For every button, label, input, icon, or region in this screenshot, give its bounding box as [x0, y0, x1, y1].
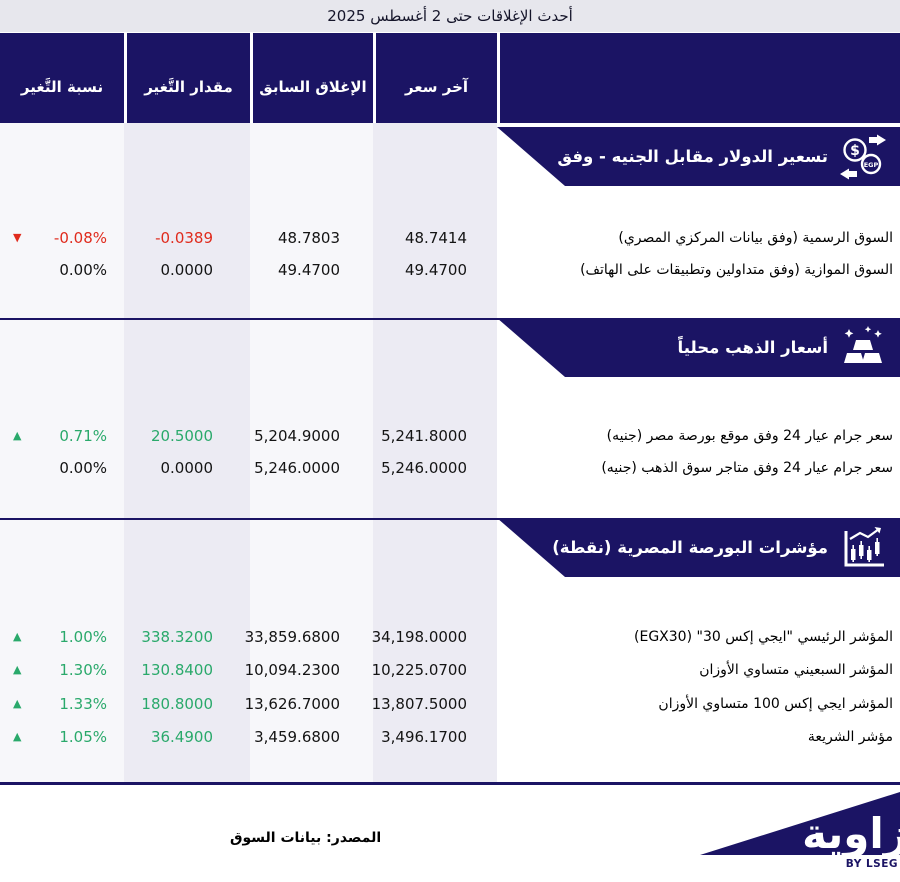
prev-close-value: 5,204.9000 — [254, 427, 340, 445]
up-triangle-icon: ▲ — [13, 429, 22, 442]
change-amount-value: 0.0000 — [160, 261, 214, 279]
last-price-value: 13,807.5000 — [371, 695, 467, 713]
column-strip-last-price — [373, 123, 497, 782]
change-amount-value: 20.5000 — [150, 427, 213, 445]
prev-close-value: 10,094.2300 — [244, 661, 340, 679]
last-price-value: 48.7414 — [404, 229, 467, 247]
zawya-logo-wordmark: زاوية — [802, 809, 900, 858]
table-row-gold-market-stores: 0.00% 0.0000 5,246.0000 5,246.0000 سعر ج… — [0, 458, 900, 478]
up-triangle-icon: ▲ — [13, 663, 22, 676]
section-banner-usd-egp: تسعير الدولار مقابل الجنيه - وفق $ EGP — [497, 127, 900, 186]
row-label: السوق الرسمية (وفق بيانات المركزي المصري… — [618, 230, 893, 246]
column-strip-change-pct — [0, 123, 124, 782]
section-banner-gold: أسعار الذهب محلياً — [497, 318, 900, 377]
section-divider — [0, 318, 900, 320]
row-label: المؤشر ايجي إكس 100 متساوي الأوزان — [658, 696, 893, 712]
last-price-value: 10,225.0700 — [371, 661, 467, 679]
column-header-last-price: آخر سعر — [404, 78, 469, 96]
column-separator — [124, 33, 127, 123]
change-pct-value: -0.08% — [53, 229, 107, 247]
change-amount-value: -0.0389 — [155, 229, 213, 247]
svg-text:EGP: EGP — [864, 161, 879, 169]
column-separator — [497, 33, 500, 123]
candlestick-chart-icon — [844, 526, 884, 566]
change-pct-value: 0.00% — [59, 261, 107, 279]
change-pct-value: 1.33% — [59, 695, 107, 713]
row-label: السوق الموازية (وفق متداولين وتطبيقات عل… — [580, 262, 893, 278]
prev-close-value: 3,459.6800 — [254, 728, 340, 746]
change-amount-value: 130.8400 — [141, 661, 213, 679]
change-amount-value: 36.4900 — [150, 728, 213, 746]
row-label: المؤشر الرئيسي "ايجي إكس 30" (EGX30) — [634, 629, 893, 645]
zawya-logo-triangle: زاوية — [700, 792, 900, 855]
footer-divider — [0, 782, 900, 785]
change-pct-value: 1.00% — [59, 628, 107, 646]
table-row-egx70: ▲ 1.30% 130.8400 10,094.2300 10,225.0700… — [0, 660, 900, 680]
title-bar: أحدث الإغلاقات حتى 2 أغسطس 2025 — [0, 0, 900, 32]
prev-close-value: 33,859.6800 — [244, 628, 340, 646]
up-triangle-icon: ▲ — [13, 630, 22, 643]
table-row-egx100: ▲ 1.33% 180.8000 13,626.7000 13,807.5000… — [0, 694, 900, 714]
last-price-value: 5,241.8000 — [381, 427, 467, 445]
source-note: المصدر: بيانات السوق — [230, 830, 382, 846]
table-row-official-market: ▼ -0.08% -0.0389 48.7803 48.7414 السوق ا… — [0, 228, 900, 248]
change-pct-value: 0.00% — [59, 459, 107, 477]
change-pct-value: 1.30% — [59, 661, 107, 679]
zawya-logo: زاوية BY LSEG — [700, 790, 900, 878]
down-triangle-icon: ▼ — [13, 231, 22, 244]
prev-close-value: 13,626.7000 — [244, 695, 340, 713]
last-price-value: 3,496.1700 — [381, 728, 467, 746]
section-title: أسعار الذهب محلياً — [677, 338, 828, 357]
by-lseg-label: BY LSEG — [845, 858, 898, 870]
prev-close-value: 48.7803 — [277, 229, 340, 247]
table-row-gold-egx-site: ▲ 0.71% 20.5000 5,204.9000 5,241.8000 سع… — [0, 426, 900, 446]
change-amount-value: 180.8000 — [141, 695, 213, 713]
column-header-prev-close: الإغلاق السابق — [259, 78, 367, 96]
column-strip-change-amount — [124, 123, 250, 782]
row-label: المؤشر السبعيني متساوي الأوزان — [699, 662, 893, 678]
column-header-band: نسبة التَّغير مقدار التَّغير الإغلاق الس… — [0, 33, 900, 123]
change-amount-value: 0.0000 — [160, 459, 214, 477]
change-pct-value: 0.71% — [59, 427, 107, 445]
change-amount-value: 338.3200 — [141, 628, 213, 646]
prev-close-value: 49.4700 — [277, 261, 340, 279]
last-price-value: 34,198.0000 — [371, 628, 467, 646]
up-triangle-icon: ▲ — [13, 697, 22, 710]
last-price-value: 5,246.0000 — [381, 459, 467, 477]
prev-close-value: 5,246.0000 — [254, 459, 340, 477]
gold-bars-icon — [844, 325, 882, 363]
row-label: سعر جرام عيار 24 وفق موقع بورصة مصر (جني… — [606, 428, 893, 444]
row-label: سعر جرام عيار 24 وفق متاجر سوق الذهب (جن… — [601, 460, 893, 476]
up-triangle-icon: ▲ — [13, 730, 22, 743]
section-title: تسعير الدولار مقابل الجنيه - وفق — [557, 147, 828, 166]
section-title: مؤشرات البورصة المصرية (نقطة) — [552, 538, 828, 557]
page-title: أحدث الإغلاقات حتى 2 أغسطس 2025 — [327, 7, 573, 25]
column-header-change-amount: مقدار التَّغير — [144, 78, 233, 96]
table-row-parallel-market: 0.00% 0.0000 49.4700 49.4700 السوق الموا… — [0, 260, 900, 280]
column-separator — [250, 33, 253, 123]
money-exchange-icon: $ EGP — [840, 134, 886, 179]
svg-text:$: $ — [850, 143, 860, 159]
section-banner-egx-indices: مؤشرات البورصة المصرية (نقطة) — [497, 518, 900, 577]
last-price-value: 49.4700 — [404, 261, 467, 279]
column-header-change-pct: نسبة التَّغير — [20, 78, 104, 96]
column-separator — [373, 33, 376, 123]
table-row-egx30: ▲ 1.00% 338.3200 33,859.6800 34,198.0000… — [0, 627, 900, 647]
table-row-sharia-index: ▲ 1.05% 36.4900 3,459.6800 3,496.1700 مؤ… — [0, 727, 900, 747]
column-strip-prev-close — [250, 123, 373, 782]
section-divider — [0, 518, 900, 520]
row-label: مؤشر الشريعة — [807, 729, 893, 745]
change-pct-value: 1.05% — [59, 728, 107, 746]
